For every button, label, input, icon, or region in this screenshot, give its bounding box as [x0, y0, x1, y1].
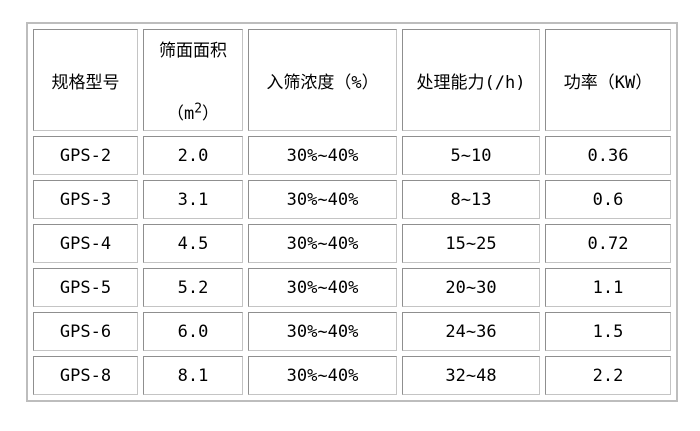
spec-table: 规格型号 筛面面积 （m2） 入筛浓度（%） 处理能力(/h) 功率（KW） G…	[26, 22, 678, 402]
header-cell-power: 功率（KW）	[545, 29, 671, 131]
cell-power: 0.36	[545, 136, 671, 175]
header-screen-area-unit-sup: 2	[194, 101, 203, 117]
cell-feed-concentration: 30%~40%	[248, 180, 397, 219]
cell-model: GPS-5	[33, 268, 138, 307]
header-screen-area-unit-suffix: ）	[202, 104, 220, 124]
table-row-gps5: GPS-5 5.2 30%~40% 20~30 1.1	[33, 268, 671, 307]
cell-power: 0.6	[545, 180, 671, 219]
cell-power: 1.1	[545, 268, 671, 307]
table-row-gps2: GPS-2 2.0 30%~40% 5~10 0.36	[33, 136, 671, 175]
cell-feed-concentration: 30%~40%	[248, 312, 397, 351]
header-row: 规格型号 筛面面积 （m2） 入筛浓度（%） 处理能力(/h) 功率（KW）	[33, 29, 671, 131]
header-screen-area-wrap: 筛面面积 （m2）	[146, 32, 240, 128]
cell-power: 0.72	[545, 224, 671, 263]
cell-capacity: 8~13	[402, 180, 540, 219]
header-cell-screen-area: 筛面面积 （m2）	[143, 29, 243, 131]
header-cell-capacity: 处理能力(/h)	[402, 29, 540, 131]
cell-capacity: 20~30	[402, 268, 540, 307]
header-label-feed-concentration: 入筛浓度（%）	[266, 72, 379, 93]
cell-capacity: 5~10	[402, 136, 540, 175]
cell-capacity: 32~48	[402, 356, 540, 395]
header-label-power: 功率（KW）	[563, 72, 653, 93]
header-cell-feed-concentration: 入筛浓度（%）	[248, 29, 397, 131]
cell-feed-concentration: 30%~40%	[248, 136, 397, 175]
cell-screen-area: 3.1	[143, 180, 243, 219]
cell-screen-area: 2.0	[143, 136, 243, 175]
cell-screen-area: 4.5	[143, 224, 243, 263]
cell-capacity: 24~36	[402, 312, 540, 351]
table-row-gps6: GPS-6 6.0 30%~40% 24~36 1.5	[33, 312, 671, 351]
header-label-capacity: 处理能力(/h)	[416, 72, 526, 93]
header-label-screen-area-line2: （m2）	[167, 99, 219, 124]
header-label-screen-area-line1: 筛面面积	[159, 41, 227, 61]
header-label-model: 规格型号	[51, 72, 120, 93]
cell-screen-area: 6.0	[143, 312, 243, 351]
cell-model: GPS-4	[33, 224, 138, 263]
table-row-gps4: GPS-4 4.5 30%~40% 15~25 0.72	[33, 224, 671, 263]
cell-capacity: 15~25	[402, 224, 540, 263]
header-cell-model: 规格型号	[33, 29, 138, 131]
cell-feed-concentration: 30%~40%	[248, 268, 397, 307]
cell-model: GPS-6	[33, 312, 138, 351]
cell-power: 1.5	[545, 312, 671, 351]
cell-screen-area: 8.1	[143, 356, 243, 395]
cell-screen-area: 5.2	[143, 268, 243, 307]
cell-model: GPS-8	[33, 356, 138, 395]
cell-model: GPS-2	[33, 136, 138, 175]
cell-model: GPS-3	[33, 180, 138, 219]
table-row-gps8: GPS-8 8.1 30%~40% 32~48 2.2	[33, 356, 671, 395]
cell-feed-concentration: 30%~40%	[248, 224, 397, 263]
cell-power: 2.2	[545, 356, 671, 395]
cell-feed-concentration: 30%~40%	[248, 356, 397, 395]
header-screen-area-unit-prefix: （m	[166, 104, 195, 124]
table-row-gps3: GPS-3 3.1 30%~40% 8~13 0.6	[33, 180, 671, 219]
